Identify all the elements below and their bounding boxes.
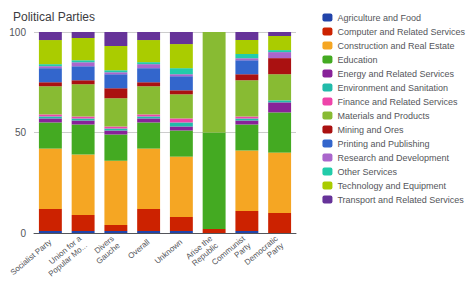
svg-text:Finance and Related Services: Finance and Related Services [337,97,458,107]
svg-text:Political Parties: Political Parties [13,10,95,24]
svg-text:Gauche: Gauche [94,241,122,266]
svg-text:Socialist Party: Socialist Party [8,237,54,277]
svg-text:Republic: Republic [190,241,220,268]
svg-text:Other Services: Other Services [337,167,397,177]
svg-text:Union for a: Union for a [47,234,84,267]
svg-text:Construction and Real Estate: Construction and Real Estate [337,41,454,51]
svg-text:Research and Development: Research and Development [337,153,449,163]
svg-text:Education: Education [337,55,377,65]
svg-text:Printing and Publishing: Printing and Publishing [337,139,429,149]
svg-text:Democratic: Democratic [242,234,280,267]
svg-text:Energy and Related Services: Energy and Related Services [337,69,454,79]
svg-text:Transport and Related Services: Transport and Related Services [337,195,464,205]
svg-text:Party: Party [265,241,285,260]
svg-text:0: 0 [20,228,26,239]
svg-text:Agriculture and Food: Agriculture and Food [337,13,421,23]
svg-text:Computer and Related Services: Computer and Related Services [337,27,465,37]
svg-text:Materials and Products: Materials and Products [337,111,430,121]
svg-text:Arise the: Arise the [184,234,215,262]
svg-text:100: 100 [9,27,26,38]
svg-text:50: 50 [15,127,27,138]
svg-text:Communist: Communist [210,234,247,267]
svg-text:Party: Party [232,241,253,260]
svg-text:Overall: Overall [126,237,151,260]
svg-text:Popular Mo...: Popular Mo... [47,241,89,278]
svg-text:Unknown: Unknown [153,238,184,266]
svg-text:Technology and Equipment: Technology and Equipment [337,181,446,191]
svg-text:Divers: Divers [92,234,116,256]
svg-text:Mining and Ores: Mining and Ores [337,125,404,135]
svg-text:Environment and Sanitation: Environment and Sanitation [337,83,448,93]
